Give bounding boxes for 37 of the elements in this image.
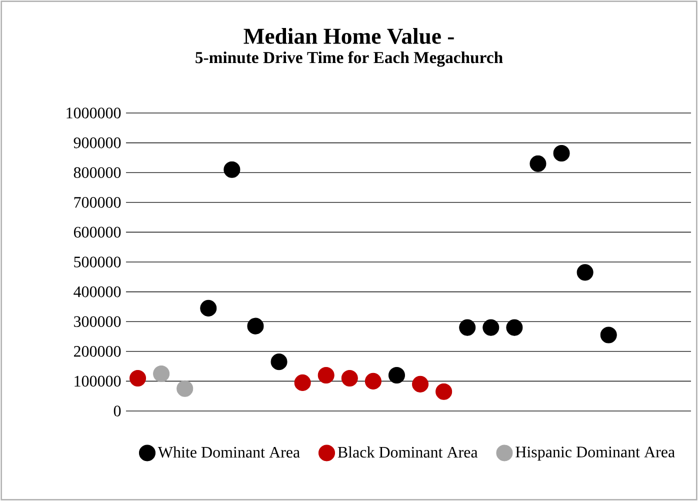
y-tick-label: 800000 [74,167,121,178]
point [270,354,288,370]
point [506,319,523,336]
point [247,318,264,334]
legend-label: Black Dominant Area [338,446,478,458]
point [482,319,500,336]
y-tick-label: 600000 [74,226,121,238]
point [176,380,194,397]
y-tick-label: 1000000 [66,108,121,118]
legend-label: Hispanic Dominant Area [516,446,675,461]
point [412,376,429,392]
y-tick-label: 700000 [74,197,121,208]
point [294,374,311,391]
legend-label: White Dominant Area [158,446,300,458]
chart-title: Median Home Value - [244,28,454,44]
y-tick-label: 200000 [74,346,121,357]
y-tick-label: 500000 [74,256,121,268]
point [459,319,476,336]
point [364,372,382,390]
point [341,370,358,386]
point [130,370,146,386]
point [224,161,240,178]
point [576,264,594,281]
point [530,155,546,172]
y-tick-label: 900000 [74,137,121,148]
y-tick-label: 300000 [74,316,121,327]
y-tick-label: 100000 [74,376,121,387]
chart-subtitle: 5-minute Drive Time for Each Megachurch [196,51,503,67]
point [436,383,452,400]
point [318,366,334,384]
point [600,326,617,344]
point [553,144,570,162]
y-tick-label: 400000 [74,286,121,298]
y-tick-label: 0 [114,406,121,416]
point [200,300,217,316]
point [388,366,406,384]
point [153,365,170,382]
